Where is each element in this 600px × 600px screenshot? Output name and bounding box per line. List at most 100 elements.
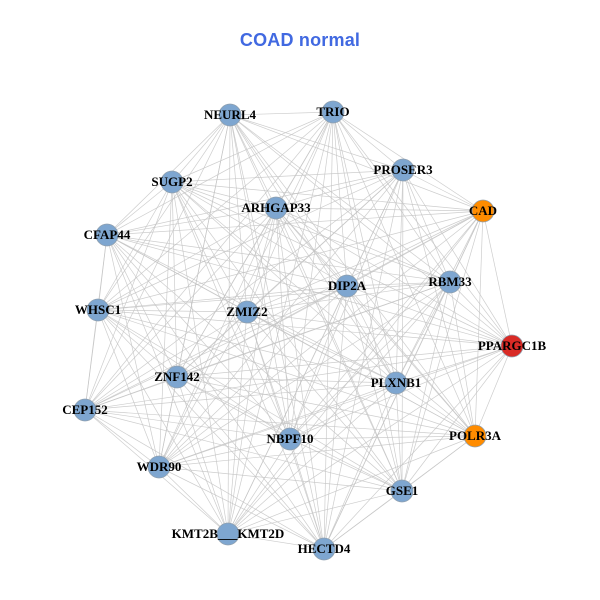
network-edge (229, 114, 513, 347)
network-node-hectd4 (312, 537, 336, 561)
network-node-sugp2 (160, 170, 184, 194)
node-label-wdr90: WDR90 (137, 459, 182, 474)
network-node-rbm33 (438, 270, 462, 294)
network-edge (332, 111, 404, 171)
network-edge (229, 114, 348, 287)
network-edge (84, 281, 451, 411)
network-edge (227, 533, 325, 550)
node-label-cfap44: CFAP44 (84, 227, 131, 242)
network-edge (171, 181, 248, 313)
network-edge (97, 281, 451, 311)
network-edge (106, 234, 160, 468)
network-edge (227, 207, 277, 535)
network-edge (474, 210, 484, 437)
network-edge (332, 111, 397, 384)
network-edge (395, 210, 484, 384)
network-edge (332, 111, 403, 492)
node-label-sugp2: SUGP2 (151, 174, 192, 189)
network-edge (227, 490, 403, 535)
network-edge (275, 207, 476, 437)
network-edge (97, 207, 277, 311)
network-edge (275, 207, 451, 283)
network-node-kmt2b___kmt2d (216, 522, 240, 546)
network-edge (275, 207, 397, 384)
network-edge (97, 309, 403, 492)
network-edge (158, 466, 229, 535)
network-edge (275, 169, 404, 209)
network-edge (158, 311, 248, 468)
network-edge (84, 181, 173, 411)
node-label-plxnb1: PLXNB1 (371, 375, 422, 390)
network-edge (395, 169, 404, 384)
network-edge (176, 376, 476, 437)
network-edge (395, 345, 513, 384)
network-node-cad (471, 199, 495, 223)
network-edge (171, 181, 484, 212)
network-node-nbpf10 (278, 427, 302, 451)
network-edge (289, 438, 325, 550)
network-edge (229, 114, 325, 550)
network-edge (84, 111, 334, 411)
network-edge (84, 409, 403, 492)
network-edge (84, 376, 178, 411)
network-edge (84, 311, 248, 411)
network-edge (97, 309, 325, 550)
network-edge (323, 345, 513, 550)
network-edge (176, 376, 397, 384)
network-edge (158, 466, 325, 550)
network-edge (246, 311, 403, 492)
network-edge (171, 181, 451, 283)
network-edge (474, 345, 513, 437)
network-edge (395, 382, 476, 437)
network-edge (171, 181, 513, 347)
network-edge (323, 490, 403, 550)
network-edge (275, 207, 291, 440)
node-label-hectd4: HECTD4 (298, 541, 351, 556)
network-edge (229, 111, 334, 116)
network-node-cfap44 (95, 223, 119, 247)
node-label-polr3a: POLR3A (449, 428, 502, 443)
node-label-dip2a: DIP2A (328, 278, 367, 293)
network-edge (171, 181, 403, 492)
node-label-neurl4: NEURL4 (204, 107, 257, 122)
network-edge (106, 111, 334, 236)
network-edge (323, 111, 334, 550)
network-edge (227, 111, 334, 535)
network-edge (97, 309, 248, 313)
network-edge (289, 111, 334, 440)
network-edge (171, 181, 229, 535)
node-label-whsc1: WHSC1 (75, 302, 121, 317)
network-edge (97, 169, 404, 311)
network-edge (84, 409, 476, 437)
node-label-rbm33: RBM33 (428, 274, 472, 289)
network-edge (346, 281, 451, 287)
network-edge (246, 311, 397, 384)
network-edge (97, 210, 484, 311)
plot-title: COAD normal (239, 30, 361, 50)
network-edge (275, 207, 513, 347)
node-label-zmiz2: ZMIZ2 (226, 304, 267, 319)
network-node-cep152 (73, 398, 97, 422)
network-edge (171, 181, 397, 384)
network-edge (176, 376, 325, 550)
network-edge (84, 409, 325, 550)
network-edge (246, 207, 277, 313)
network-edge (158, 345, 513, 468)
network-edge (289, 210, 484, 440)
network-edge (289, 438, 403, 492)
network-edge (176, 207, 277, 378)
network-edge (289, 435, 476, 440)
network-edge (97, 114, 231, 311)
node-label-cep152: CEP152 (62, 402, 108, 417)
network-edge (84, 382, 397, 411)
network-edge (176, 376, 291, 440)
network-edge (227, 285, 348, 535)
network-edge (84, 309, 99, 411)
network-edge (106, 210, 484, 236)
network-node-arhgap33 (264, 196, 288, 220)
network-edge (158, 281, 451, 468)
network-edge (275, 207, 325, 550)
network-node-wdr90 (147, 455, 171, 479)
network-edge (275, 207, 348, 287)
